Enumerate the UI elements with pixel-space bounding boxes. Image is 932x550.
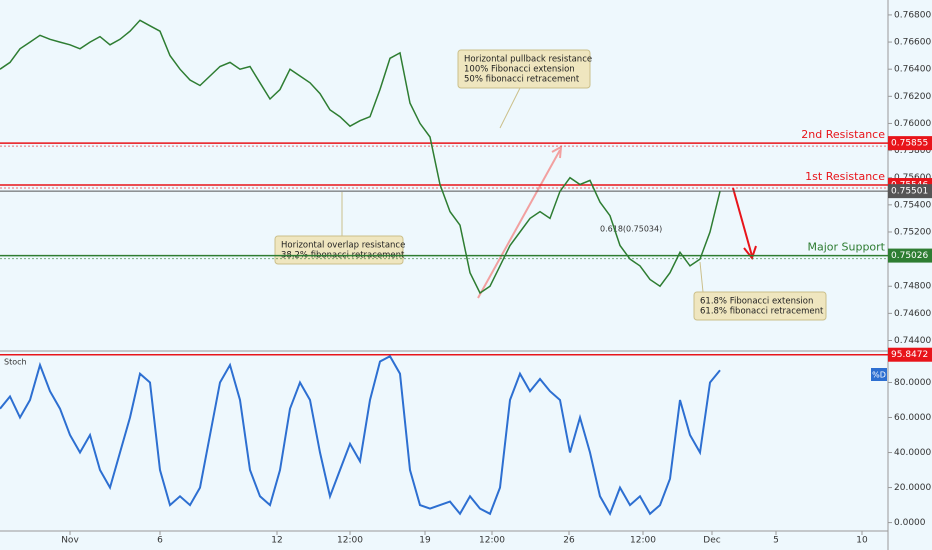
x-tick-label: 19 <box>419 536 431 546</box>
level-badge <box>888 347 932 362</box>
annotations: Horizontal pullback resistance 100% Fibo… <box>4 49 887 381</box>
y-tick-label: 0.76000 <box>894 119 931 129</box>
arrow-head <box>743 245 757 261</box>
y-tick-label: 80.0000 <box>894 378 931 388</box>
x-tick-label: 12:00 <box>630 536 656 546</box>
x-tick-label: Nov <box>61 536 79 546</box>
price-badge-text: 0.75501 <box>891 187 928 197</box>
annotation-text: 61.8% fibonacci retracement <box>700 307 824 317</box>
y-tick-label: 0.76800 <box>894 10 931 20</box>
annotation-text: 100% Fibonacci extension <box>464 65 575 75</box>
y-tick-label: 0.74600 <box>894 309 931 319</box>
level-label: 2nd Resistance <box>801 128 885 141</box>
price-badge <box>888 248 932 263</box>
callout-pointer <box>699 261 704 293</box>
x-tick-label: 5 <box>773 536 779 546</box>
arrow-head <box>551 145 563 159</box>
y-tick-label: 0.74400 <box>894 336 931 346</box>
projection-arrow <box>477 149 561 299</box>
y-tick-label: 0.0000 <box>894 518 926 528</box>
annotation-box <box>457 49 591 89</box>
indicator-label: Stoch <box>4 358 27 367</box>
x-tick-label: 12:00 <box>337 536 363 546</box>
x-tick-label: 26 <box>563 536 575 546</box>
y-tick-label: 0.76400 <box>894 65 931 75</box>
fib-label: 0.618(0.75034) <box>600 225 662 234</box>
x-tick-label: Dec <box>703 536 720 546</box>
y-tick-label: 0.75200 <box>894 227 931 237</box>
y-tick-label: 0.75400 <box>894 200 931 210</box>
series-line <box>0 19 721 295</box>
x-tick-label: 10 <box>856 536 868 546</box>
y-tick-label: 0.76200 <box>894 92 931 102</box>
annotation-text: 61.8% Fibonacci extension <box>700 297 813 307</box>
annotation-text: Horizontal overlap resistance <box>281 241 405 251</box>
annotation-text: Horizontal pullback resistance <box>464 55 592 65</box>
forecast-arrow <box>732 187 753 257</box>
y-tick-label: 40.0000 <box>894 448 931 458</box>
level-label: 1st Resistance <box>805 170 885 183</box>
indicator-badge <box>871 368 887 381</box>
series-line <box>0 354 721 517</box>
x-tick-label: 6 <box>157 536 163 546</box>
annotation-text: 50% fibonacci retracement <box>464 75 580 85</box>
price-badge <box>888 136 932 151</box>
level-badge-text: 95.8472 <box>891 350 928 360</box>
y-tick-label: 0.74800 <box>894 282 931 292</box>
annotation-box <box>274 235 404 265</box>
indicator-badge-text: %D <box>872 371 886 380</box>
x-tick-label: 12 <box>271 536 282 546</box>
y-tick-label: 20.0000 <box>894 483 931 493</box>
price-badge <box>888 184 932 199</box>
annotation-box <box>693 291 827 321</box>
y-tick-label: 60.0000 <box>894 413 931 423</box>
y-tick-label: 0.76600 <box>894 38 931 48</box>
level-label: Major Support <box>807 241 885 254</box>
price-badge-text: 0.75855 <box>891 139 928 149</box>
price-badge-text: 0.75026 <box>891 251 928 261</box>
x-tick-label: 12:00 <box>479 536 505 546</box>
y-tick-label: 0.75800 <box>894 146 931 156</box>
